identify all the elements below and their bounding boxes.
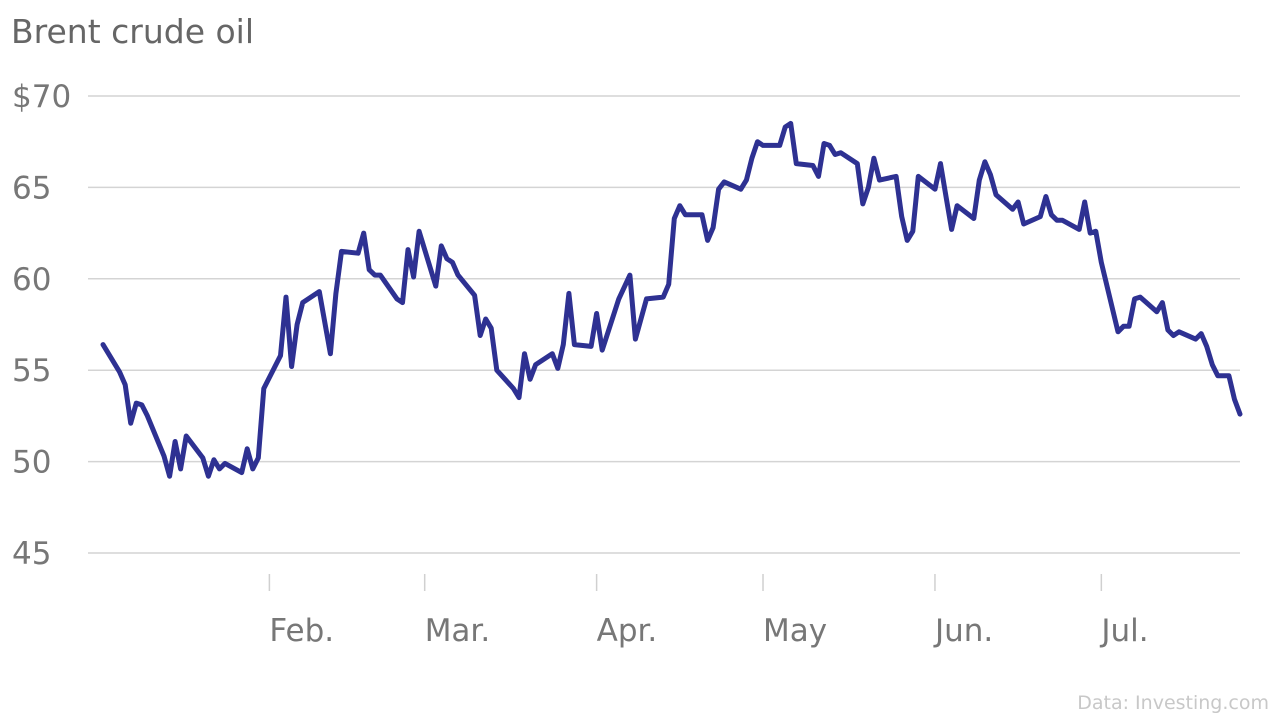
y-tick-label-45: 45	[12, 536, 51, 572]
x-tick-label-apr: Apr.	[597, 613, 658, 649]
x-tick-label-may: May	[763, 613, 827, 649]
y-tick-label-50: 50	[12, 445, 51, 481]
x-tick-label-jul: Jul.	[1099, 613, 1148, 649]
y-tick-label-65: 65	[12, 170, 51, 206]
y-tick-label-70: $70	[12, 79, 71, 115]
data-source-note: Data: Investing.com	[1077, 692, 1269, 714]
y-axis-labels: $70 65 60 55 50 45	[12, 79, 71, 572]
x-tick-label-mar: Mar.	[425, 613, 491, 649]
gridlines	[88, 95, 1240, 554]
y-tick-label-55: 55	[12, 353, 51, 389]
x-tick-label-feb: Feb.	[269, 613, 334, 649]
x-tick-label-jun: Jun.	[933, 613, 993, 649]
chart-title: Brent crude oil	[11, 12, 255, 51]
series-line-0	[100, 120, 1243, 479]
series-layer	[100, 120, 1243, 479]
x-axis: Feb. Mar. Apr. May Jun. Jul.	[268, 574, 1149, 649]
y-tick-label-60: 60	[12, 262, 51, 298]
